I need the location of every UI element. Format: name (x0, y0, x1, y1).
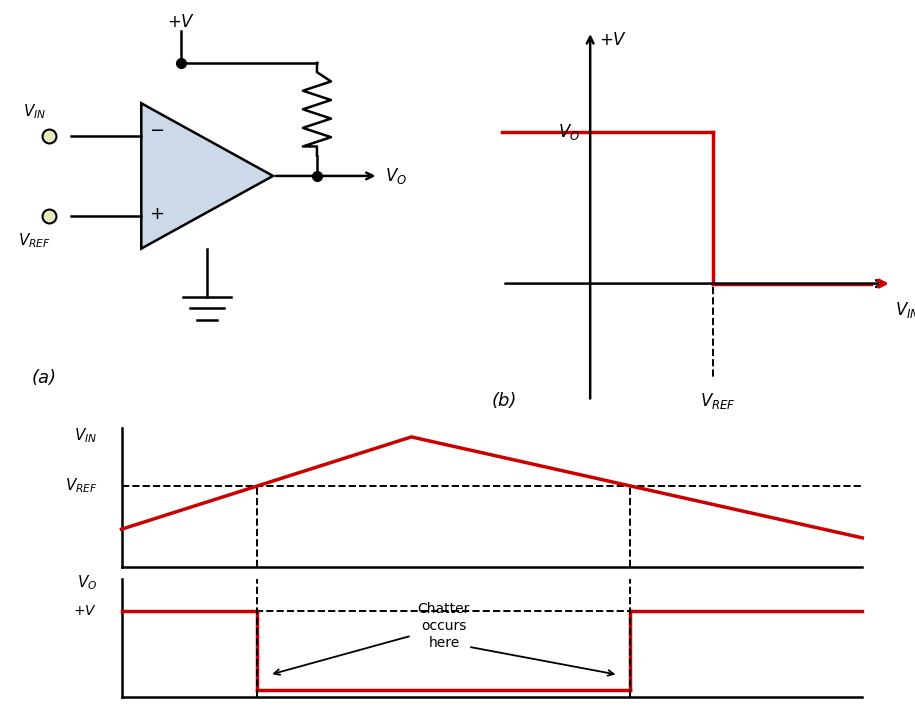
Text: $V_O$: $V_O$ (77, 574, 97, 592)
Text: $V_{REF}$: $V_{REF}$ (65, 477, 97, 495)
Text: $+$: $+$ (149, 205, 164, 224)
Text: $-$: $-$ (149, 120, 164, 138)
Text: $V_{REF}$: $V_{REF}$ (700, 392, 736, 411)
Text: Chatter
occurs
here: Chatter occurs here (418, 601, 470, 650)
Text: $V_{REF}$: $V_{REF}$ (18, 231, 51, 250)
Text: $V_O$: $V_O$ (557, 122, 580, 142)
Text: $+V$: $+V$ (599, 31, 627, 49)
Text: $V_{IN}$: $V_{IN}$ (23, 102, 46, 120)
Text: $V_{IN}$: $V_{IN}$ (895, 301, 915, 320)
Text: $+V$: $+V$ (73, 604, 97, 618)
Text: $+V$: $+V$ (167, 14, 195, 32)
Text: (b): (b) (492, 392, 517, 410)
Text: $V_O$: $V_O$ (385, 166, 407, 186)
Text: (a): (a) (31, 369, 57, 386)
Polygon shape (141, 103, 273, 249)
Text: $V_{IN}$: $V_{IN}$ (74, 426, 97, 445)
